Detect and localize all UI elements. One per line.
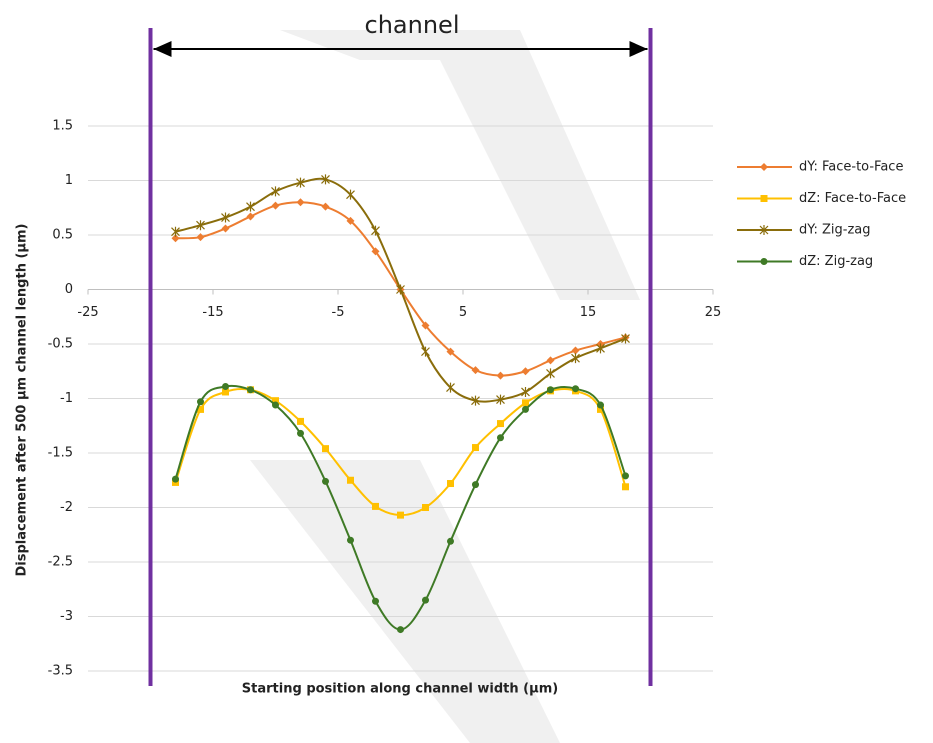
y-tick-label: -1.5	[48, 446, 73, 461]
marker	[347, 537, 354, 544]
marker	[422, 347, 430, 357]
chart: channel Starting position along channel …	[0, 0, 933, 743]
marker	[422, 597, 429, 604]
y-tick-label: 0.5	[52, 228, 73, 243]
marker	[297, 198, 305, 206]
y-tick-label: -3.5	[48, 664, 73, 679]
marker	[761, 258, 768, 265]
marker	[547, 356, 555, 364]
marker	[522, 387, 530, 397]
marker	[397, 626, 404, 633]
y-axis-title: Displacement after 500 µm channel length…	[15, 224, 30, 577]
x-tick-label: 5	[459, 305, 467, 320]
y-tick-label: -2.5	[48, 555, 73, 570]
marker	[372, 503, 379, 510]
marker	[372, 226, 380, 236]
marker	[322, 203, 330, 211]
marker	[297, 418, 304, 425]
legend-label: dY: Zig-zag	[799, 223, 870, 238]
marker	[447, 383, 455, 393]
x-axis-title: Starting position along channel width (µ…	[242, 682, 558, 697]
y-tick-label: -3	[60, 609, 73, 624]
marker	[760, 163, 768, 171]
marker	[347, 477, 354, 484]
marker	[497, 434, 504, 441]
marker	[447, 538, 454, 545]
marker	[247, 386, 254, 393]
legend-label: dZ: Face-to-Face	[799, 191, 906, 206]
marker	[272, 402, 279, 409]
y-tick-label: -2	[60, 500, 73, 515]
marker	[322, 445, 329, 452]
watermark	[250, 30, 640, 743]
marker	[247, 212, 255, 220]
marker	[372, 598, 379, 605]
marker	[397, 512, 404, 519]
marker	[597, 402, 604, 409]
marker	[572, 385, 579, 392]
marker	[761, 195, 768, 202]
marker	[322, 478, 329, 485]
marker	[272, 202, 280, 210]
marker	[447, 480, 454, 487]
y-tick-label: 0	[65, 282, 73, 297]
marker	[172, 476, 179, 483]
marker	[622, 483, 629, 490]
marker	[272, 186, 280, 196]
marker	[472, 444, 479, 451]
annotation: channel	[365, 11, 460, 39]
marker	[472, 481, 479, 488]
marker	[522, 399, 529, 406]
marker	[622, 472, 629, 479]
x-tick-label: 15	[580, 305, 597, 320]
marker	[347, 190, 355, 200]
legend-label: dZ: Zig-zag	[799, 254, 873, 269]
marker	[497, 372, 505, 380]
marker	[522, 367, 530, 375]
marker	[572, 353, 580, 363]
marker	[222, 383, 229, 390]
marker	[422, 504, 429, 511]
marker	[547, 368, 555, 378]
x-tick-label: 25	[705, 305, 722, 320]
y-tick-label: -1	[60, 391, 73, 406]
marker	[522, 406, 529, 413]
marker	[197, 398, 204, 405]
marker	[297, 430, 304, 437]
marker	[472, 366, 480, 374]
y-tick-label: -0.5	[48, 337, 73, 352]
y-tick-label: 1	[65, 173, 73, 188]
marker	[222, 224, 230, 232]
marker	[547, 386, 554, 393]
x-tick-label: -15	[202, 305, 223, 320]
x-tick-label: -5	[332, 305, 345, 320]
y-tick-label: 1.5	[52, 119, 73, 134]
marker	[247, 202, 255, 212]
legend-label: dY: Face-to-Face	[799, 160, 903, 175]
marker	[197, 233, 205, 241]
x-tick-label: -25	[77, 305, 98, 320]
marker	[497, 420, 504, 427]
